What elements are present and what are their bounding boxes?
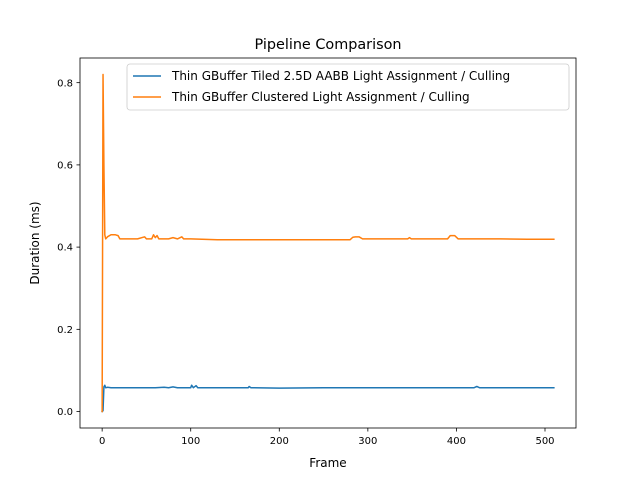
x-axis-label: Frame — [309, 456, 346, 470]
y-tick-label-2: 0.4 — [57, 243, 73, 254]
x-axis: 0 100 200 300 400 500 — [99, 428, 555, 447]
y-tick-label-3: 0.6 — [57, 160, 73, 171]
y-tick-label-4: 0.8 — [57, 78, 73, 89]
y-tick-label-0: 0.0 — [57, 407, 73, 418]
series-line-0 — [101, 384, 555, 413]
y-axis: 0.0 0.2 0.4 0.6 0.8 — [57, 78, 80, 418]
x-tick-label-0: 0 — [99, 436, 105, 447]
x-tick-label-3: 300 — [358, 436, 377, 447]
series-line-1 — [101, 73, 555, 413]
x-tick-label-4: 400 — [447, 436, 466, 447]
x-tick-label-5: 500 — [535, 436, 554, 447]
x-tick-label-2: 200 — [270, 436, 289, 447]
plot-frame — [79, 57, 577, 429]
y-axis-label: Duration (ms) — [28, 201, 42, 284]
y-tick-label-1: 0.2 — [57, 325, 73, 336]
x-tick-label-1: 100 — [181, 436, 200, 447]
legend-label-1: Thin GBuffer Clustered Light Assignment … — [171, 90, 470, 104]
legend-label-0: Thin GBuffer Tiled 2.5D AABB Light Assig… — [171, 69, 510, 83]
series-layer — [101, 73, 555, 413]
chart-title: Pipeline Comparison — [254, 37, 401, 53]
legend: Thin GBuffer Tiled 2.5D AABB Light Assig… — [126, 63, 570, 111]
legend-box — [126, 63, 570, 111]
